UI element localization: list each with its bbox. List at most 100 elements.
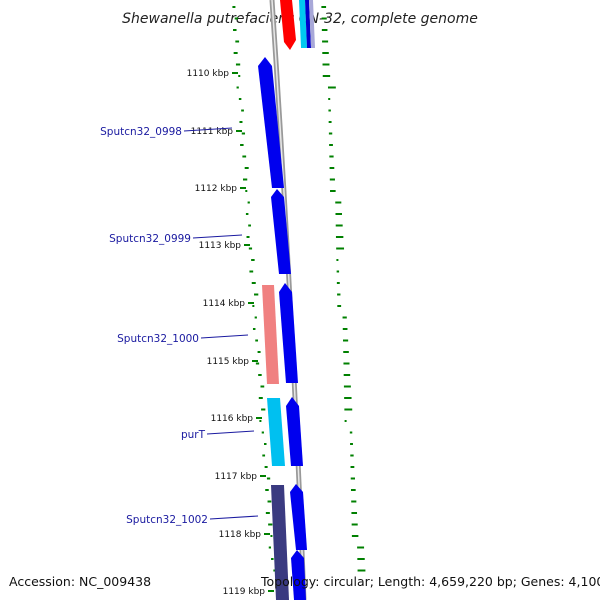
gc-dot (342, 328, 348, 330)
gc-dot (335, 213, 342, 215)
gc-dot (265, 512, 270, 514)
gc-dot (350, 454, 354, 457)
gene-arrow-forward-1118a[interactable] (290, 484, 307, 550)
gc-dot (260, 385, 265, 388)
tick-label: 1118 kbp (219, 530, 262, 540)
gene-arrow-forward-1116[interactable] (286, 397, 303, 466)
gc-dot (249, 270, 254, 273)
gc-dot (351, 500, 357, 503)
gene-label-leader (200, 334, 249, 339)
gc-dot (248, 247, 253, 250)
gc-dot (343, 374, 351, 376)
gc-dot (351, 535, 359, 537)
gc-dot (336, 259, 339, 261)
gene-arrow-lavender-top[interactable] (309, 0, 315, 48)
gene-label[interactable]: Sputcn32_0999 (109, 233, 191, 245)
gene-arrow-red-top[interactable] (280, 0, 296, 50)
gene-label[interactable]: Sputcn32_1002 (126, 514, 208, 526)
gene-label[interactable]: Sputcn32_0998 (100, 126, 182, 138)
gc-dot (267, 500, 272, 503)
gc-dot (234, 17, 238, 20)
gene-label-leader (192, 234, 243, 239)
gc-dot (337, 305, 342, 307)
gc-dot (242, 178, 248, 181)
gc-dot (268, 523, 273, 526)
gene-label[interactable]: Sputcn32_1000 (117, 333, 199, 345)
gc-dot (344, 408, 353, 411)
tick-label: 1111 kbp (191, 127, 234, 137)
gc-dot (232, 6, 236, 8)
gc-dot (349, 431, 353, 434)
gc-dot (241, 109, 244, 112)
gc-dot (328, 121, 332, 123)
gc-skew-track-right (321, 6, 366, 572)
gc-dot (266, 477, 271, 480)
gc-dot (343, 351, 349, 353)
gc-dot (268, 546, 272, 549)
gc-dot (261, 431, 264, 434)
gc-dot (322, 40, 329, 43)
gc-dot (328, 132, 333, 135)
gc-dot (242, 155, 247, 158)
gc-dot (254, 293, 259, 296)
scale-ticks: 1110 kbp 1111 kbp 1112 kbp 1113 kbp 1114 kbp… (187, 69, 274, 597)
gene-arrow-sputcn32-0998[interactable] (258, 57, 284, 188)
gc-dot (321, 17, 327, 20)
gene-arrow-cyan-top[interactable] (299, 0, 307, 48)
gc-dot (336, 247, 345, 250)
gc-dot (244, 167, 249, 169)
gene-arrow-sputcn32-1002[interactable] (271, 485, 289, 600)
gc-dot (264, 443, 267, 445)
tick-label: 1110 kbp (187, 69, 230, 79)
gc-dot (236, 86, 239, 89)
gc-dot (329, 144, 333, 146)
tick-label: 1112 kbp (195, 184, 238, 194)
gc-dot (241, 132, 246, 135)
gc-dot (254, 316, 257, 319)
gene-arrow-purt[interactable] (267, 398, 285, 466)
gc-dot (240, 144, 244, 146)
tick-label: 1114 kbp (203, 299, 246, 309)
gc-dot (329, 178, 335, 181)
gc-dot (255, 362, 260, 365)
gc-dot (321, 6, 327, 8)
gc-dot (357, 569, 366, 572)
gc-dot (258, 397, 263, 399)
gc-dot (252, 305, 255, 307)
gene-arrow-forward-1114[interactable] (279, 283, 298, 383)
gene-arrow-sputcn32-0999[interactable] (271, 189, 291, 274)
gc-dot (270, 535, 273, 537)
gc-dot (343, 385, 351, 388)
gene-label-leader (209, 515, 259, 520)
gene-label-leader (183, 127, 233, 132)
gc-dot (328, 109, 331, 112)
gc-dot (271, 558, 274, 560)
gene-arrow-forward-1118b[interactable] (291, 550, 306, 600)
gc-dot (322, 75, 331, 77)
gc-dot (261, 408, 266, 411)
gene-arrow-sputcn32-1000[interactable] (262, 285, 279, 384)
gc-dot (238, 98, 242, 100)
gc-dot (327, 86, 336, 89)
gc-dot (238, 75, 241, 77)
gc-dot (248, 224, 251, 227)
gene-label[interactable]: purT (181, 429, 206, 441)
gc-dot (351, 512, 358, 514)
gc-dot (351, 523, 358, 526)
gc-dot (350, 477, 355, 480)
gc-dot (322, 52, 329, 54)
gc-dot (255, 339, 259, 342)
gc-dot (262, 454, 266, 457)
gc-dot (350, 489, 356, 491)
tick-label: 1119 kbp (223, 587, 266, 597)
gc-dot (357, 558, 365, 560)
gc-dot (335, 224, 343, 227)
gc-dot (330, 190, 336, 192)
gc-dot (321, 29, 328, 31)
gc-dot (357, 546, 365, 549)
gene-label-leader (206, 430, 255, 435)
gc-dot (343, 339, 349, 342)
gc-dot (328, 98, 331, 100)
gc-dot (259, 420, 262, 422)
